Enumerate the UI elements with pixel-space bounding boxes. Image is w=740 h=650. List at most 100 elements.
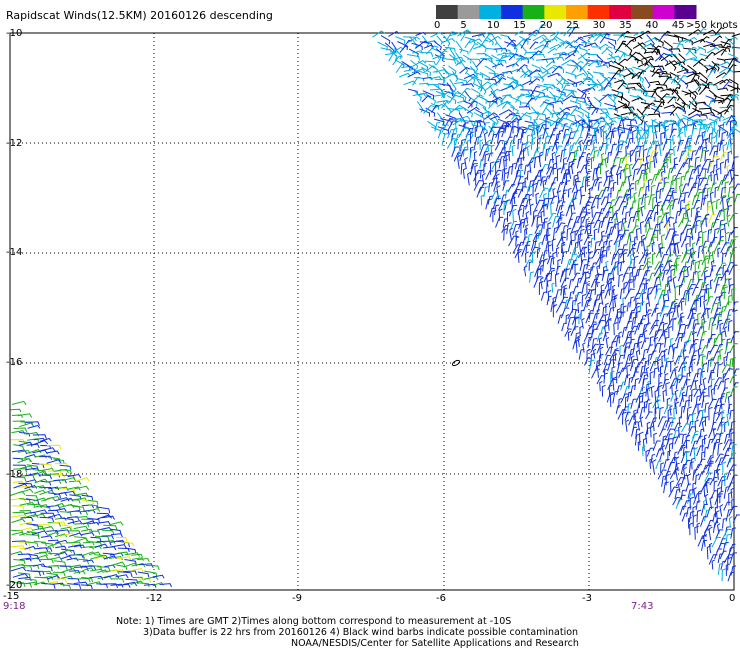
wind-barb bbox=[635, 179, 639, 191]
wind-barb bbox=[664, 471, 671, 481]
wind-barb bbox=[594, 177, 602, 187]
wind-barb bbox=[682, 349, 687, 362]
wind-barb bbox=[715, 27, 725, 35]
wind-barb bbox=[708, 64, 716, 74]
wind-barb bbox=[722, 373, 727, 383]
wind-barb bbox=[677, 94, 686, 108]
wind-barb bbox=[73, 537, 89, 543]
wind-barb bbox=[574, 229, 579, 241]
wind-barb bbox=[654, 336, 659, 350]
wind-barb bbox=[695, 236, 702, 246]
wind-barb bbox=[627, 82, 642, 88]
wind-barb bbox=[617, 58, 628, 65]
wind-barb bbox=[497, 130, 503, 144]
wind-barb bbox=[624, 39, 635, 48]
wind-barb bbox=[449, 79, 457, 93]
wind-barb bbox=[659, 439, 668, 451]
wind-barb bbox=[691, 286, 699, 296]
wind-barb bbox=[644, 309, 652, 318]
wind-barb bbox=[540, 210, 545, 224]
wind-barb bbox=[728, 491, 733, 506]
wind-barb bbox=[687, 489, 694, 499]
wind-barb bbox=[701, 345, 709, 354]
wind-barb bbox=[487, 100, 498, 105]
wind-barb bbox=[647, 215, 652, 229]
wind-barb bbox=[717, 553, 724, 564]
wind-barb bbox=[602, 332, 609, 342]
wind-barb bbox=[712, 219, 720, 228]
wind-barb bbox=[628, 163, 633, 175]
wind-barb bbox=[33, 471, 46, 476]
wind-barb bbox=[649, 160, 654, 173]
wind-barb bbox=[592, 150, 599, 162]
wind-barb bbox=[694, 260, 700, 275]
wind-barb bbox=[603, 82, 611, 91]
wind-barb bbox=[482, 33, 494, 43]
wind-barb bbox=[529, 203, 534, 216]
wind-barb bbox=[717, 442, 723, 456]
wind-barb bbox=[608, 307, 615, 320]
wind-barb bbox=[641, 270, 651, 282]
wind-barb bbox=[573, 309, 579, 320]
wind-barb bbox=[720, 395, 725, 410]
wind-barb bbox=[683, 261, 690, 272]
wind-barb bbox=[709, 279, 714, 290]
wind-barb bbox=[710, 490, 718, 500]
wind-barb bbox=[724, 158, 729, 169]
wind-barb bbox=[715, 529, 724, 539]
wind-barb bbox=[656, 394, 661, 409]
wind-barb bbox=[488, 101, 497, 109]
wind-barb bbox=[654, 400, 660, 414]
wind-barb bbox=[613, 294, 618, 308]
wind-barb bbox=[713, 95, 725, 103]
wind-barb bbox=[617, 221, 622, 235]
wind-barb bbox=[714, 333, 723, 344]
wind-barb bbox=[493, 126, 505, 131]
wind-barb bbox=[715, 276, 723, 288]
wind-barb bbox=[654, 303, 660, 313]
wind-barb bbox=[68, 480, 82, 485]
wind-barb bbox=[654, 261, 663, 271]
lat-label-10: -10 bbox=[6, 28, 23, 39]
wind-barb bbox=[561, 59, 574, 66]
wind-barb bbox=[613, 322, 618, 336]
map-title: Rapidscat Winds(12.5KM) 20160126 descend… bbox=[6, 9, 273, 22]
wind-barb bbox=[632, 242, 637, 257]
wind-barb bbox=[476, 186, 485, 198]
wind-barb bbox=[567, 330, 572, 341]
wind-barb bbox=[443, 35, 451, 47]
wind-barb bbox=[661, 72, 672, 78]
wind-barb bbox=[673, 221, 678, 235]
wind-barb bbox=[48, 470, 63, 476]
wind-barb bbox=[712, 441, 719, 456]
wind-barb bbox=[623, 189, 631, 199]
wind-barb bbox=[661, 420, 670, 432]
wind-barb bbox=[698, 416, 706, 427]
wind-barb bbox=[579, 106, 590, 118]
wind-barb bbox=[691, 350, 698, 362]
lat-label-20: -20 bbox=[6, 580, 23, 591]
wind-barb bbox=[665, 187, 675, 198]
wind-barb bbox=[644, 37, 658, 44]
wind-barb bbox=[716, 58, 726, 63]
wind-barb bbox=[685, 119, 692, 131]
wind-barb bbox=[598, 289, 605, 300]
wind-barb bbox=[708, 384, 713, 398]
wind-barb bbox=[39, 437, 52, 442]
wind-barb bbox=[595, 64, 609, 69]
wind-barb bbox=[627, 183, 635, 193]
wind-barb bbox=[629, 149, 634, 162]
wind-barb bbox=[649, 324, 659, 335]
wind-barb bbox=[657, 165, 667, 175]
legend-tick: 10 bbox=[486, 20, 500, 31]
wind-barb bbox=[733, 193, 740, 204]
wind-barb bbox=[721, 330, 726, 344]
wind-barb bbox=[109, 561, 126, 567]
wind-barb bbox=[612, 376, 617, 391]
wind-barb bbox=[468, 95, 478, 107]
wind-barb bbox=[619, 288, 626, 300]
wind-barb bbox=[561, 268, 568, 278]
wind-barb bbox=[682, 459, 691, 469]
wind-barb bbox=[560, 149, 567, 163]
wind-barb bbox=[87, 517, 101, 524]
